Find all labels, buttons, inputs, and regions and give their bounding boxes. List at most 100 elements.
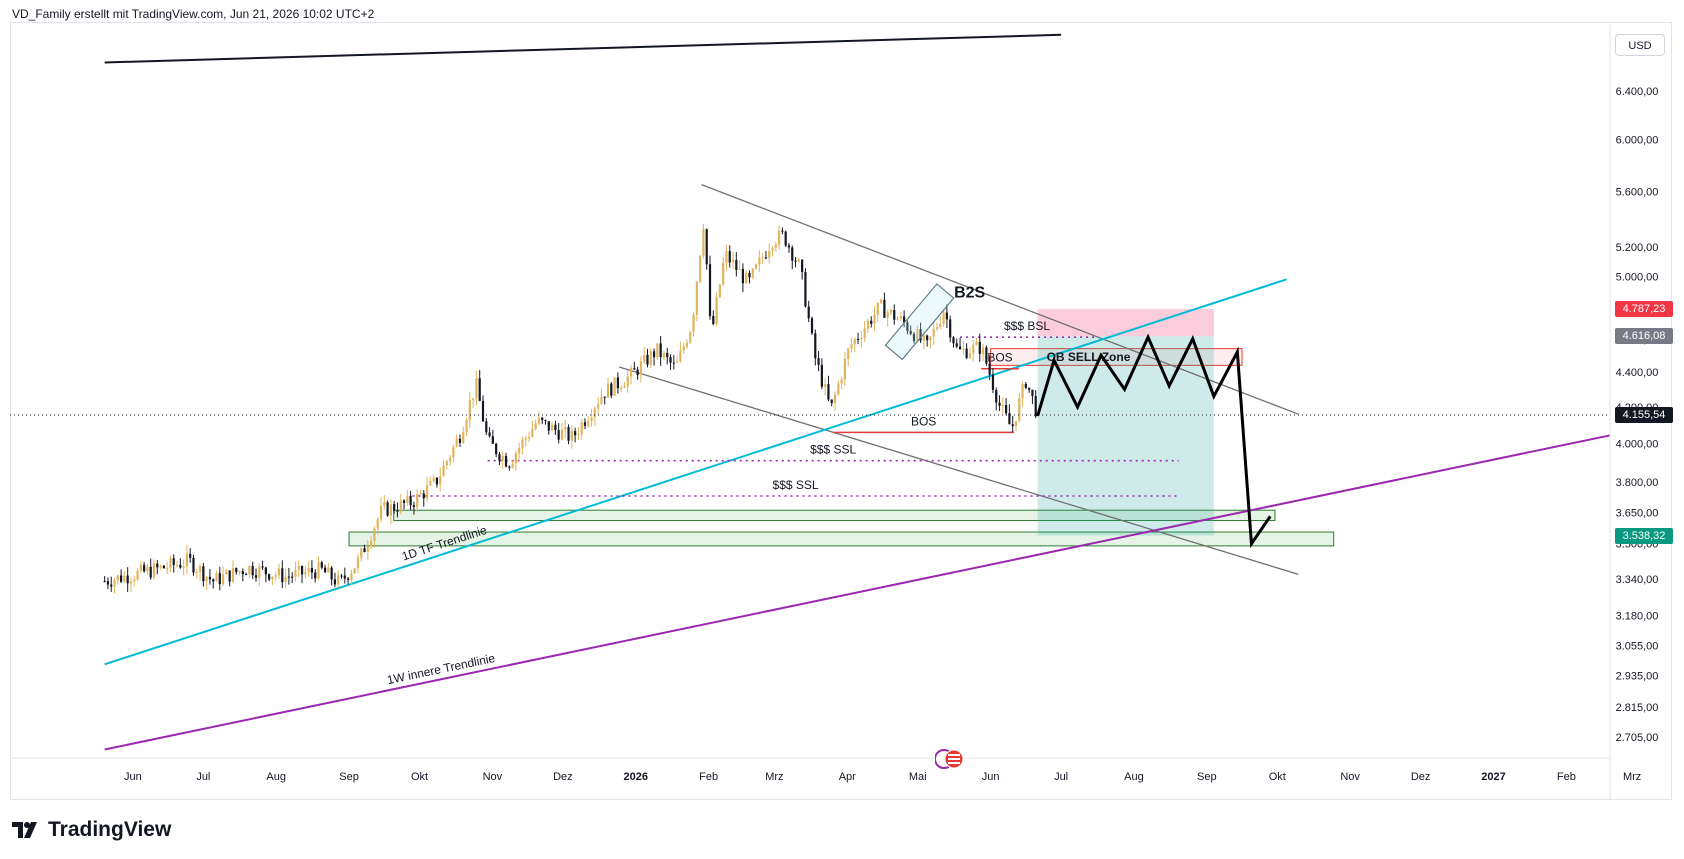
candle[interactable] (860, 330, 863, 348)
candle[interactable] (679, 341, 682, 363)
candle[interactable] (524, 435, 527, 447)
candle[interactable] (462, 426, 465, 444)
candle[interactable] (195, 568, 198, 579)
candle[interactable] (205, 575, 208, 591)
candle[interactable] (166, 561, 169, 575)
candle[interactable] (814, 329, 817, 366)
candle[interactable] (626, 370, 629, 393)
candle[interactable] (143, 561, 146, 573)
candle[interactable] (847, 347, 850, 367)
candle[interactable] (639, 356, 643, 383)
candle[interactable] (419, 489, 422, 495)
candle[interactable] (768, 243, 771, 264)
candle[interactable] (718, 283, 721, 299)
candle[interactable] (633, 361, 636, 370)
candle[interactable] (356, 553, 360, 574)
candle[interactable] (179, 558, 182, 569)
candle[interactable] (833, 391, 837, 411)
candle[interactable] (435, 477, 439, 488)
candle[interactable] (162, 564, 165, 569)
candle[interactable] (689, 330, 692, 345)
candle[interactable] (810, 316, 814, 335)
candle[interactable] (409, 490, 412, 511)
candle[interactable] (287, 567, 290, 585)
candle[interactable] (906, 320, 909, 335)
candle[interactable] (103, 576, 106, 583)
candle[interactable] (817, 351, 820, 372)
candle[interactable] (606, 377, 610, 398)
candle[interactable] (300, 565, 304, 584)
candle[interactable] (139, 560, 142, 573)
candle[interactable] (429, 476, 432, 487)
candle[interactable] (370, 536, 373, 549)
candle[interactable] (129, 577, 133, 592)
candle[interactable] (360, 547, 363, 562)
candle[interactable] (248, 565, 251, 579)
candle[interactable] (537, 411, 541, 426)
candle[interactable] (452, 444, 455, 463)
candle[interactable] (258, 563, 261, 587)
candle[interactable] (676, 356, 679, 364)
candle[interactable] (827, 375, 830, 402)
candle[interactable] (699, 255, 702, 284)
candle[interactable] (123, 571, 126, 584)
candle[interactable] (629, 365, 633, 385)
candle[interactable] (445, 459, 448, 470)
candle[interactable] (784, 230, 787, 248)
candle[interactable] (728, 245, 731, 268)
candle[interactable] (228, 570, 231, 587)
candle[interactable] (504, 452, 508, 468)
candle[interactable] (735, 252, 738, 277)
candle[interactable] (643, 346, 646, 364)
candle[interactable] (593, 406, 596, 427)
trendline[interactable] (104, 278, 1288, 666)
candle[interactable] (873, 306, 876, 331)
candle[interactable] (807, 300, 810, 323)
candle[interactable] (998, 395, 1001, 411)
candle[interactable] (672, 355, 675, 370)
candle[interactable] (682, 342, 685, 354)
currency-selector[interactable]: USD (1615, 34, 1665, 56)
candle[interactable] (291, 572, 294, 584)
candle[interactable] (771, 245, 774, 257)
candle[interactable] (169, 555, 172, 572)
candle[interactable] (501, 451, 504, 470)
candle[interactable] (307, 561, 310, 577)
candle[interactable] (366, 539, 369, 560)
candle[interactable] (587, 416, 590, 428)
candle[interactable] (745, 270, 748, 284)
candle[interactable] (458, 434, 462, 448)
candle[interactable] (935, 322, 939, 332)
candle[interactable] (603, 396, 606, 405)
support-zone[interactable] (348, 531, 1335, 547)
candle[interactable] (468, 391, 471, 429)
candle[interactable] (804, 268, 807, 308)
candle[interactable] (929, 336, 932, 349)
candle[interactable] (175, 560, 179, 568)
candle[interactable] (254, 568, 258, 582)
candle[interactable] (916, 325, 919, 343)
candle[interactable] (583, 418, 587, 430)
candle[interactable] (202, 563, 205, 587)
candle[interactable] (758, 250, 761, 272)
candle[interactable] (656, 343, 659, 361)
b2s-pattern-box[interactable] (884, 283, 955, 361)
candle[interactable] (159, 564, 162, 570)
candle[interactable] (340, 573, 343, 579)
candle[interactable] (518, 443, 521, 462)
candle[interactable] (304, 566, 307, 578)
candle[interactable] (136, 568, 139, 582)
candle[interactable] (952, 336, 955, 348)
candle[interactable] (853, 337, 856, 352)
candle[interactable] (531, 421, 534, 438)
candle[interactable] (748, 270, 751, 284)
candle[interactable] (373, 526, 376, 548)
candle[interactable] (320, 560, 323, 570)
candle[interactable] (843, 352, 846, 386)
candle[interactable] (774, 241, 777, 252)
candle[interactable] (514, 450, 517, 471)
candle[interactable] (281, 560, 284, 589)
candle[interactable] (1008, 404, 1011, 425)
candle[interactable] (251, 561, 254, 579)
